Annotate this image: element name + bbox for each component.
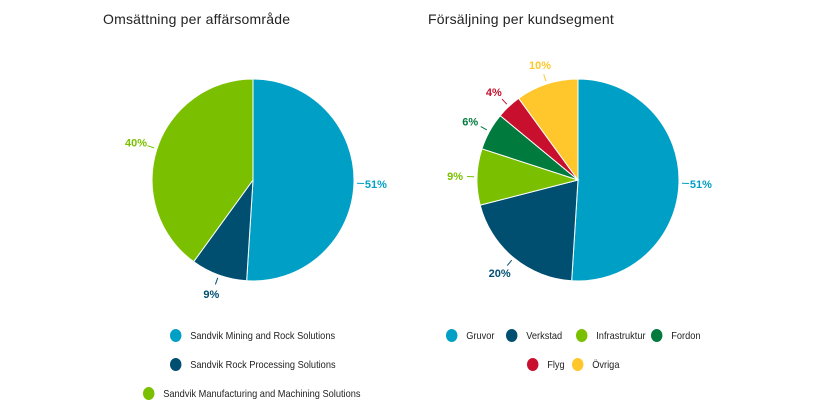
legend-swatch (506, 329, 518, 342)
legend-label: Fordon (671, 329, 701, 342)
label-leader-line (506, 259, 513, 266)
legend-item: Sandvik Mining and Rock Solutions (170, 329, 335, 342)
legend-label: Sandvik Mining and Rock Solutions (190, 329, 336, 342)
legend-label: Gruvor (466, 329, 495, 342)
legend-swatch (651, 329, 663, 342)
label-leader-line (480, 126, 488, 131)
legend-swatch (446, 329, 458, 342)
pie-slice (479, 179, 579, 282)
label-leader-line (214, 277, 219, 285)
chart-title-left: Omsättning per affärsområde (103, 11, 291, 27)
data-label: 9% (447, 171, 463, 183)
legend-item: Infrastruktur (576, 329, 646, 342)
legend-item: Fordon (651, 329, 701, 342)
legend-swatch (572, 358, 584, 371)
legend-item: Sandvik Rock Processing Solutions (170, 358, 336, 371)
legend-swatch (143, 387, 155, 400)
data-label: 10% (529, 60, 551, 72)
data-label: 40% (125, 138, 147, 150)
pie-slice (517, 78, 579, 182)
legend-swatch (576, 329, 588, 342)
legend-swatch (170, 358, 182, 371)
legend-label: Infrastruktur (596, 329, 646, 342)
chart-title-right: Försäljning per kundsegment (428, 11, 614, 27)
label-leader-line (501, 98, 508, 105)
data-label: 9% (203, 289, 219, 301)
legend-item: Sandvik Manufacturing and Machining Solu… (143, 387, 360, 400)
pie-slice (151, 78, 254, 263)
legend-item: Flyg (527, 358, 565, 371)
pie-slice (571, 78, 680, 282)
legend-label: Verkstad (526, 329, 563, 342)
data-label: 6% (462, 117, 478, 129)
legend-label: Sandvik Manufacturing and Machining Solu… (163, 387, 361, 400)
label-leader-line (543, 74, 547, 82)
legend-label: Sandvik Rock Processing Solutions (190, 358, 336, 371)
data-label: 51% (365, 179, 387, 191)
label-leader-line (147, 145, 155, 149)
legend-swatch (527, 358, 539, 371)
legend-item: Verkstad (506, 329, 562, 342)
data-label: 51% (690, 179, 712, 191)
pie-slice (246, 78, 355, 282)
legend-item: Övriga (572, 358, 619, 371)
legend-label: Övriga (592, 358, 620, 371)
legend-label: Flyg (547, 358, 565, 371)
data-label: 20% (489, 268, 511, 280)
data-label: 4% (486, 87, 502, 99)
legend-swatch (170, 329, 182, 342)
legend-item: Gruvor (446, 329, 494, 342)
